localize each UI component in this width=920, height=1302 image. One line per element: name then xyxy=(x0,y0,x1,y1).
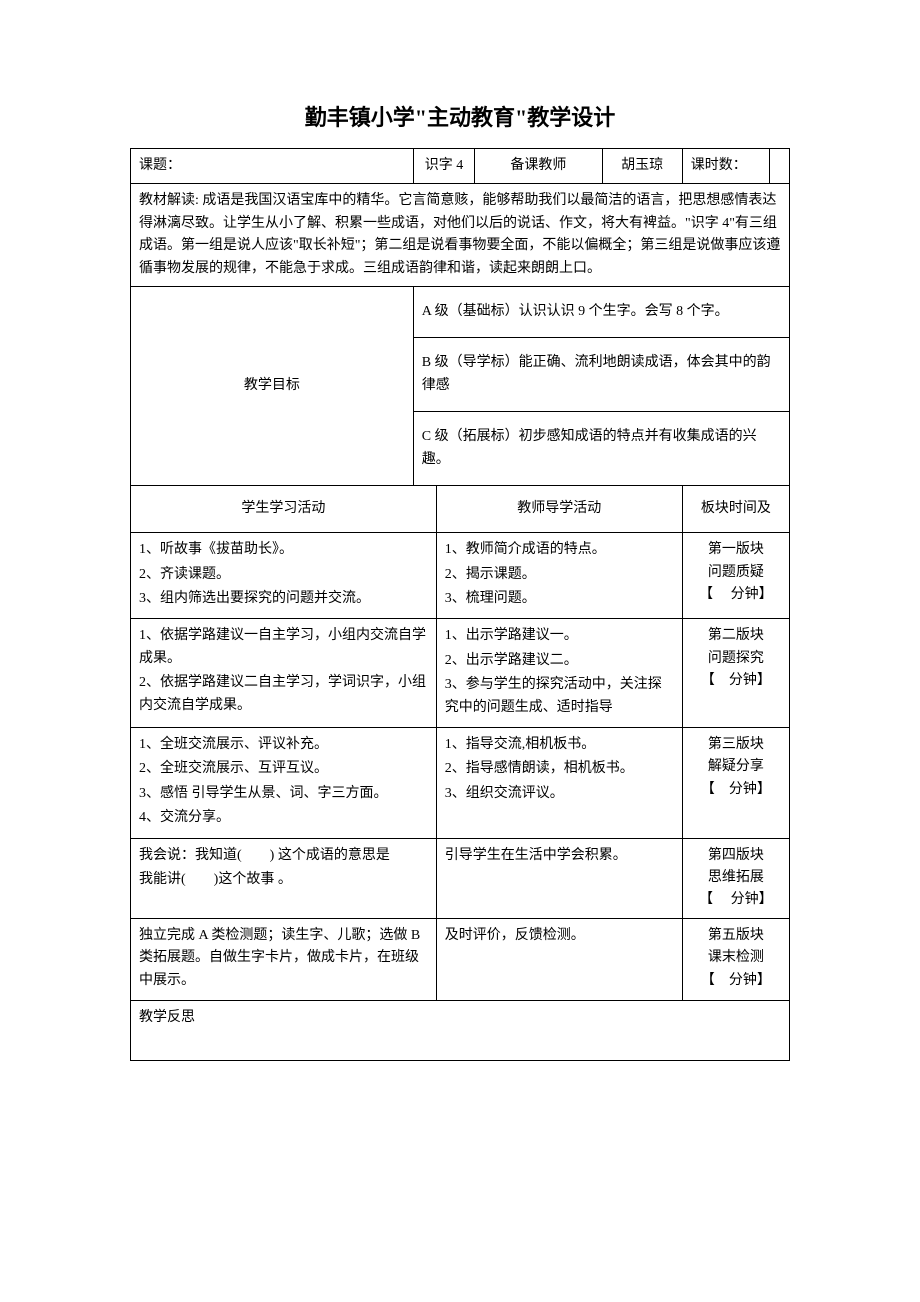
section-header-row: 学生学习活动 教师导学活动 板块时间及 xyxy=(131,485,790,532)
lesson-plan-table: 课题： 识字 4 备课教师 胡玉琼 课时数： 教材解读: 成语是我国汉语宝库中的… xyxy=(130,148,790,1061)
teacher-item: 及时评价，反馈检测。 xyxy=(445,925,674,947)
teacher-column-header: 教师导学活动 xyxy=(436,485,682,532)
time-column-header: 板块时间及 xyxy=(682,485,789,532)
student-item: 1、听故事《拔苗助长》。 xyxy=(139,539,428,561)
student-item: 2、依据学路建议二自主学习，学词识字，小组内交流自学成果。 xyxy=(139,672,428,717)
teacher-cell: 1、指导交流,相机板书。 2、指导感情朗读，相机板书。 3、组织交流评议。 xyxy=(436,728,682,839)
student-item: 3、组内筛选出要探究的问题并交流。 xyxy=(139,588,428,610)
goal-a-row: 教学目标 A 级（基础标）认识认识 9 个生字。会写 8 个字。 xyxy=(131,286,790,337)
time-line: 解疑分享 xyxy=(691,756,781,778)
reflection-row: 教学反思 xyxy=(131,1000,790,1060)
time-line: 问题探究 xyxy=(691,648,781,670)
student-column-header: 学生学习活动 xyxy=(131,485,437,532)
time-line: 课末检测 xyxy=(691,947,781,969)
teacher-value: 胡玉琼 xyxy=(602,149,682,184)
page-title: 勤丰镇小学"主动教育"教学设计 xyxy=(130,100,790,132)
table-row: 我会说：我知道( ) 这个成语的意思是 我能讲( )这个故事 。 引导学生在生活… xyxy=(131,838,790,918)
student-cell: 1、全班交流展示、评议补充。 2、全班交流展示、互评互议。 3、感悟 引导学生从… xyxy=(131,728,437,839)
teacher-item: 3、梳理问题。 xyxy=(445,588,674,610)
teacher-item: 1、出示学路建议一。 xyxy=(445,625,674,647)
teacher-item: 1、教师简介成语的特点。 xyxy=(445,539,674,561)
teacher-item: 1、指导交流,相机板书。 xyxy=(445,734,674,756)
time-cell: 第四版块 思维拓展 【 分钟】 xyxy=(682,838,789,918)
header-row: 课题： 识字 4 备课教师 胡玉琼 课时数： xyxy=(131,149,790,184)
student-item: 我能讲( )这个故事 。 xyxy=(139,869,428,891)
teacher-cell: 1、教师简介成语的特点。 2、揭示课题。 3、梳理问题。 xyxy=(436,533,682,619)
student-cell: 1、依据学路建议一自主学习，小组内交流自学成果。 2、依据学路建议二自主学习，学… xyxy=(131,619,437,728)
time-line: 第一版块 xyxy=(691,539,781,561)
time-line: 第五版块 xyxy=(691,925,781,947)
teacher-item: 3、参与学生的探究活动中，关注探究中的问题生成、适时指导 xyxy=(445,674,674,719)
teacher-item: 2、出示学路建议二。 xyxy=(445,650,674,672)
student-cell: 我会说：我知道( ) 这个成语的意思是 我能讲( )这个故事 。 xyxy=(131,838,437,918)
teacher-cell: 及时评价，反馈检测。 xyxy=(436,918,682,1000)
student-item: 1、依据学路建议一自主学习，小组内交流自学成果。 xyxy=(139,625,428,670)
student-item: 4、交流分享。 xyxy=(139,807,428,829)
goal-c: C 级（拓展标）初步感知成语的特点并有收集成语的兴趣。 xyxy=(413,412,789,486)
interpretation-text: 教材解读: 成语是我国汉语宝库中的精华。它言简意赅，能够帮助我们以最简洁的语言，… xyxy=(131,184,790,287)
interpretation-row: 教材解读: 成语是我国汉语宝库中的精华。它言简意赅，能够帮助我们以最简洁的语言，… xyxy=(131,184,790,287)
table-row: 1、听故事《拔苗助长》。 2、齐读课题。 3、组内筛选出要探究的问题并交流。 1… xyxy=(131,533,790,619)
time-line: 【 分钟】 xyxy=(691,889,781,911)
hours-label: 课时数： xyxy=(682,149,769,184)
student-item: 2、齐读课题。 xyxy=(139,564,428,586)
time-line: 【 分钟】 xyxy=(691,779,781,801)
time-cell: 第二版块 问题探究 【 分钟】 xyxy=(682,619,789,728)
teacher-cell: 1、出示学路建议一。 2、出示学路建议二。 3、参与学生的探究活动中，关注探究中… xyxy=(436,619,682,728)
time-line: 【 分钟】 xyxy=(691,970,781,992)
student-cell: 独立完成 A 类检测题；读生字、儿歌；选做 B 类拓展题。自做生字卡片，做成卡片… xyxy=(131,918,437,1000)
time-line: 第二版块 xyxy=(691,625,781,647)
teacher-item: 2、揭示课题。 xyxy=(445,564,674,586)
time-cell: 第五版块 课末检测 【 分钟】 xyxy=(682,918,789,1000)
table-row: 1、全班交流展示、评议补充。 2、全班交流展示、互评互议。 3、感悟 引导学生从… xyxy=(131,728,790,839)
student-item: 2、全班交流展示、互评互议。 xyxy=(139,758,428,780)
time-line: 思维拓展 xyxy=(691,867,781,889)
student-item: 1、全班交流展示、评议补充。 xyxy=(139,734,428,756)
time-line: 【 分钟】 xyxy=(691,584,781,606)
time-cell: 第三版块 解疑分享 【 分钟】 xyxy=(682,728,789,839)
student-cell: 1、听故事《拔苗助长》。 2、齐读课题。 3、组内筛选出要探究的问题并交流。 xyxy=(131,533,437,619)
reflection-label: 教学反思 xyxy=(131,1000,790,1060)
time-line: 第四版块 xyxy=(691,845,781,867)
teacher-item: 2、指导感情朗读，相机板书。 xyxy=(445,758,674,780)
teacher-item: 3、组织交流评议。 xyxy=(445,783,674,805)
teacher-item: 引导学生在生活中学会积累。 xyxy=(445,845,674,867)
time-line: 第三版块 xyxy=(691,734,781,756)
goals-label: 教学目标 xyxy=(131,286,414,485)
goal-a: A 级（基础标）认识认识 9 个生字。会写 8 个字。 xyxy=(413,286,789,337)
time-line: 【 分钟】 xyxy=(691,670,781,692)
time-cell: 第一版块 问题质疑 【 分钟】 xyxy=(682,533,789,619)
student-item: 3、感悟 引导学生从景、词、字三方面。 xyxy=(139,783,428,805)
table-row: 1、依据学路建议一自主学习，小组内交流自学成果。 2、依据学路建议二自主学习，学… xyxy=(131,619,790,728)
topic-label: 课题： xyxy=(131,149,414,184)
table-row: 独立完成 A 类检测题；读生字、儿歌；选做 B 类拓展题。自做生字卡片，做成卡片… xyxy=(131,918,790,1000)
hours-value xyxy=(769,149,789,184)
goal-b: B 级（导学标）能正确、流利地朗读成语，体会其中的韵律感 xyxy=(413,338,789,412)
teacher-label: 备课教师 xyxy=(475,149,603,184)
teacher-cell: 引导学生在生活中学会积累。 xyxy=(436,838,682,918)
time-line: 问题质疑 xyxy=(691,562,781,584)
student-item: 独立完成 A 类检测题；读生字、儿歌；选做 B 类拓展题。自做生字卡片，做成卡片… xyxy=(139,925,428,992)
student-item: 我会说：我知道( ) 这个成语的意思是 xyxy=(139,845,428,867)
topic-value: 识字 4 xyxy=(413,149,474,184)
